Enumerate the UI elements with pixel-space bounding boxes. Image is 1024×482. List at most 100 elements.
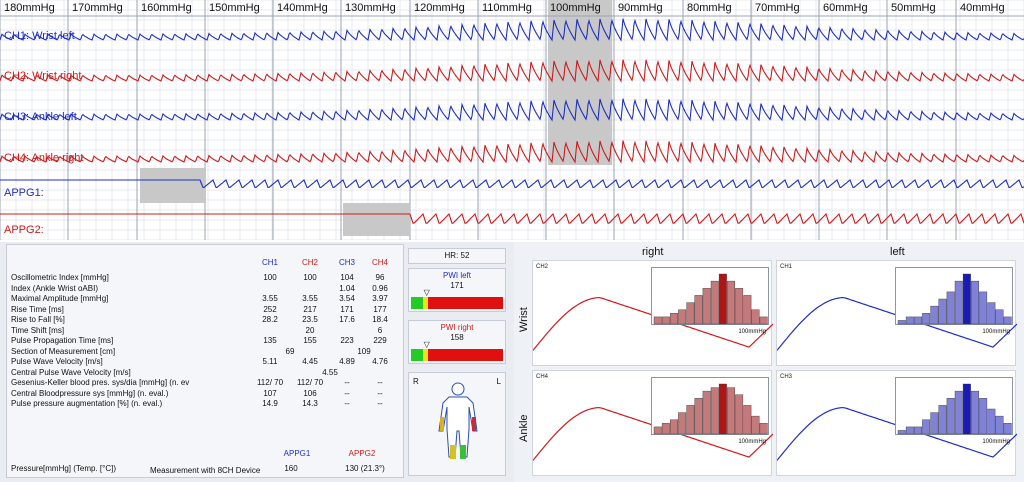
pulse-panel-channel: CH2 xyxy=(536,264,549,270)
pressure-label-10[interactable]: 80mmHg xyxy=(687,2,732,14)
histogram-bar xyxy=(694,398,703,435)
amplitude-histogram: 100mmHg xyxy=(895,267,1013,335)
row-label: Central Pulse Wave Velocity [m/s] xyxy=(11,367,131,377)
pulse-panel-channel: CH3 xyxy=(780,374,793,380)
histogram-bar xyxy=(897,430,906,435)
pulse-panel-ch2: CH2 100mmHg xyxy=(532,260,773,366)
pressure-label-0[interactable]: 180mmHg xyxy=(4,2,55,14)
table-cell: 104 xyxy=(340,273,354,282)
table-cell: 6 xyxy=(377,325,383,335)
row-label: Pulse Propagation Time [ms] xyxy=(11,336,114,345)
pwi-right-panel: PWI right 158 ▽ xyxy=(408,320,506,364)
table-cell: 217 xyxy=(303,304,317,314)
table-cell: 0.96 xyxy=(372,283,388,293)
table-cell: 100 xyxy=(303,273,317,282)
histogram-unit: 100mmHg xyxy=(982,329,1010,335)
channel-label-appg2: APPG2: xyxy=(4,224,44,236)
waveform-canvas xyxy=(0,0,1024,240)
wave-ch3 xyxy=(0,98,1024,122)
pwi-right-bar: ▽ xyxy=(411,340,503,361)
histogram-bar xyxy=(735,394,744,435)
pressure-label-11[interactable]: 70mmHg xyxy=(755,2,800,14)
heart-rate: HR: 52 xyxy=(408,248,506,264)
pressure-label-5[interactable]: 130mmHg xyxy=(345,2,396,14)
table-cell: -- xyxy=(344,388,350,398)
pressure-label: Pressure[mmHg] (Temp. [°C]) xyxy=(11,464,116,473)
histogram-unit: 100mmHg xyxy=(738,439,766,445)
pressure-label-1[interactable]: 170mmHg xyxy=(72,2,123,14)
histogram-bar xyxy=(905,316,914,325)
table-cell: 96 xyxy=(375,273,385,282)
hr-label: HR: xyxy=(444,251,459,260)
pulse-shape-charts: right left Wrist Ankle CH2 100mmHg CH1 100m… xyxy=(514,242,1024,482)
channel-label-ch2: CH2: Wrist right xyxy=(4,70,82,82)
histogram-bar xyxy=(987,302,996,325)
histogram-bar xyxy=(661,423,670,435)
results-table: CH1 CH2 CH3 CH4 Oscillometric Index [mmH… xyxy=(6,244,404,478)
histogram-bar xyxy=(743,295,752,325)
wave-appg1 xyxy=(0,179,1024,188)
histogram-bar xyxy=(946,291,955,325)
table-cell: 5.11 xyxy=(262,357,278,366)
table-cell: 107 xyxy=(263,388,277,398)
histogram-bar xyxy=(751,309,760,325)
pressure-label-12[interactable]: 60mmHg xyxy=(823,2,868,14)
pressure-label-2[interactable]: 160mmHg xyxy=(141,2,192,14)
pulse-panel-ch4: CH4 100mmHg xyxy=(532,370,773,476)
body-left-label: L xyxy=(496,377,501,386)
appg2-highlight xyxy=(343,203,410,236)
pressure-label-3[interactable]: 150mmHg xyxy=(209,2,260,14)
histogram-bar xyxy=(971,280,980,325)
table-cell: 229 xyxy=(373,336,387,345)
table-cell: 18.4 xyxy=(372,315,388,324)
histogram-bar xyxy=(971,390,980,435)
table-cell: 3.97 xyxy=(372,294,388,303)
row-label: Time Shift [ms] xyxy=(11,325,65,335)
histogram-bar xyxy=(995,309,1004,325)
pressure-label-9[interactable]: 90mmHg xyxy=(618,2,663,14)
appg1-highlight xyxy=(140,168,206,203)
table-cell: 4.89 xyxy=(339,357,355,366)
histogram-bar xyxy=(653,316,662,325)
channel-label-appg1: APPG1: xyxy=(4,187,44,199)
pressure-label-7[interactable]: 110mmHg xyxy=(482,2,532,14)
histogram-bar xyxy=(905,426,914,435)
histogram-bar xyxy=(922,419,931,435)
histogram-bar xyxy=(710,387,719,435)
body-right-label: R xyxy=(413,377,419,386)
histogram-bar xyxy=(922,313,931,325)
pressure-label-4[interactable]: 140mmHg xyxy=(277,2,328,14)
table-cell: 135 xyxy=(263,336,277,345)
histogram-bar xyxy=(727,387,736,435)
channel-label-ch1: CH1: Wrist left xyxy=(4,30,75,42)
wave-ch2 xyxy=(0,59,1024,83)
appg1-value: 160 xyxy=(284,464,298,473)
table-cell: 223 xyxy=(340,336,354,345)
pressure-label-14[interactable]: 40mmHg xyxy=(960,2,1005,14)
table-cell: 3.54 xyxy=(339,294,355,303)
row-title-ankle: Ankle xyxy=(518,414,530,442)
table-cell: 69 xyxy=(285,346,295,356)
histogram-bar xyxy=(914,426,922,435)
table-cell: 109 xyxy=(357,346,371,356)
table-cell: 4.45 xyxy=(302,357,318,366)
pwi-left-bar: ▽ xyxy=(411,288,503,309)
histogram-bar xyxy=(759,316,768,325)
table-cell: 20 xyxy=(305,325,315,335)
row-label: Pulse pressure augmentation [%] (n. eval… xyxy=(11,399,163,408)
pressure-label-8[interactable]: 100mmHg xyxy=(550,2,601,14)
pressure-label-6[interactable]: 120mmHg xyxy=(414,2,465,14)
header-ch2: CH2 xyxy=(301,258,318,267)
waveform-panel[interactable]: 180mmHg 170mmHg 160mmHg 150mmHg 140mmHg 130mm… xyxy=(0,0,1024,240)
col-title-right: right xyxy=(642,246,664,258)
histogram-bar xyxy=(1003,423,1012,435)
histogram-bar xyxy=(1003,316,1012,325)
device-label: Measurement with 8CH Device xyxy=(150,466,261,475)
header-appg2: APPG2 xyxy=(348,449,376,458)
table-cell: -- xyxy=(344,378,350,387)
table-cell: -- xyxy=(377,388,383,398)
pressure-label-13[interactable]: 50mmHg xyxy=(891,2,936,14)
header-ch3: CH3 xyxy=(338,258,355,267)
channel-label-ch3: CH3: Ankle left xyxy=(4,111,77,123)
histogram-bar xyxy=(962,273,971,325)
